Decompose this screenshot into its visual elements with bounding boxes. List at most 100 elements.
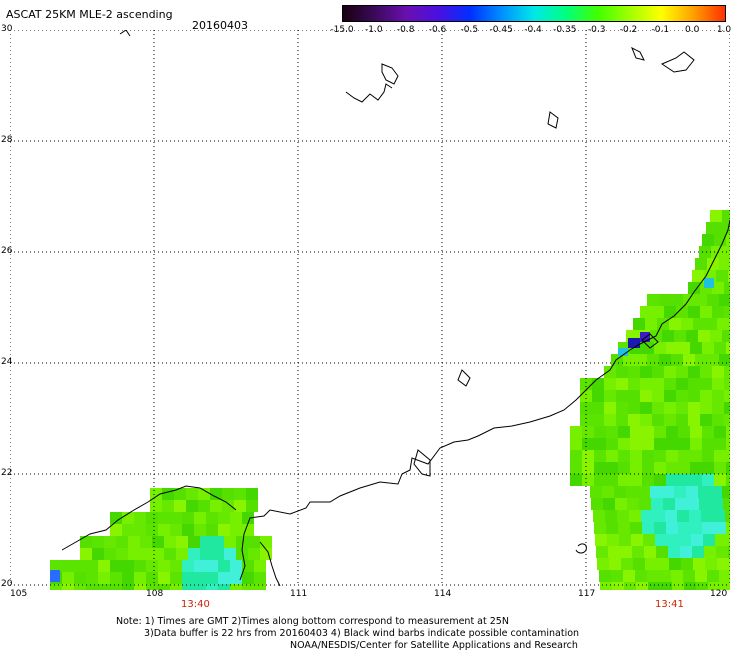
- swath-pixel: [728, 546, 730, 558]
- swath-pixel: [688, 390, 700, 402]
- swath-pixel: [700, 390, 712, 402]
- swath-pixel: [234, 500, 246, 512]
- swath-pixel: [630, 450, 642, 462]
- swath-pixel: [80, 536, 92, 548]
- swath-pixel: [724, 402, 730, 414]
- swath-pixel: [724, 282, 730, 294]
- swath-pixel: [162, 500, 174, 512]
- swath-pixel: [644, 546, 656, 558]
- swath-pixel: [640, 366, 652, 378]
- map-date: 20160403: [192, 19, 248, 32]
- swath-pixel: [702, 234, 714, 246]
- swath-pixel: [676, 378, 688, 390]
- swath-pixel: [664, 306, 676, 318]
- swath-pixel: [647, 294, 659, 306]
- swath-pixel: [134, 572, 146, 584]
- swath-pixel: [669, 558, 681, 570]
- colorbar-label: -0.45: [489, 25, 513, 35]
- swath-pixel: [92, 548, 104, 560]
- swath-pixel: [628, 366, 640, 378]
- swath-pixel: [611, 570, 623, 582]
- island-5: [631, 46, 645, 61]
- swath-pixel: [672, 582, 684, 590]
- swath-pixel: [700, 366, 712, 378]
- swath-pixel: [246, 488, 258, 500]
- mainland-coastline: [239, 219, 730, 581]
- swath-pixel: [110, 584, 122, 590]
- swath-pixel: [122, 524, 134, 536]
- swath-pixel: [712, 402, 724, 414]
- swath-pixel: [640, 378, 652, 390]
- swath-pixel: [210, 488, 222, 500]
- swath-pixel: [182, 572, 194, 584]
- swath-pixel: [218, 584, 230, 590]
- swath-pixel: [74, 584, 86, 590]
- swath-pixel: [164, 548, 176, 560]
- swath-pixel: [194, 572, 206, 584]
- swath-pixel: [606, 522, 618, 534]
- lat-label: 28: [1, 135, 13, 145]
- swath-pixel: [652, 366, 664, 378]
- swath-pixel: [688, 402, 700, 414]
- swath-pixel: [146, 524, 158, 536]
- swath-pixel: [701, 510, 713, 522]
- swath-pixel: [230, 584, 242, 590]
- swath-pixel: [592, 414, 604, 426]
- peninsula-outline: [259, 541, 281, 587]
- swath-pixel: [651, 498, 663, 510]
- swath-pixel: [716, 546, 728, 558]
- swath-pixel: [570, 426, 582, 438]
- swath-pixel: [659, 294, 671, 306]
- swath-pixel: [691, 534, 703, 546]
- swath-pixel: [612, 582, 624, 590]
- swath-pixel: [678, 342, 690, 354]
- swath-pixel: [212, 536, 224, 548]
- swath-pixel: [606, 426, 618, 438]
- swath-pixel: [666, 342, 678, 354]
- swath-pixel: [640, 402, 652, 414]
- swath-pixel: [648, 582, 660, 590]
- swath-pixel: [158, 512, 170, 524]
- swath-pixel: [662, 330, 674, 342]
- swath-pixel: [692, 270, 704, 282]
- swath-pixel: [614, 486, 626, 498]
- colorbar-label: 1.0: [716, 25, 732, 35]
- island-7: [413, 449, 431, 477]
- swath-pixel: [698, 486, 710, 498]
- swath-pixel: [146, 572, 158, 584]
- swath-pixel: [687, 498, 699, 510]
- swath-pixel: [606, 450, 618, 462]
- swath-pixel: [633, 558, 645, 570]
- swath-pixel: [594, 474, 606, 486]
- swath-pixel: [582, 450, 594, 462]
- swath-pixel: [628, 402, 640, 414]
- swath-pixel: [164, 536, 176, 548]
- swath-pixel: [158, 560, 170, 572]
- swath-pixel: [704, 278, 714, 288]
- colorbar-label: -0.6: [428, 25, 447, 35]
- swath-pixel: [717, 558, 729, 570]
- swath-pixel: [664, 390, 676, 402]
- swath-pixel: [654, 522, 666, 534]
- swath-pixel: [676, 366, 688, 378]
- swath-pixel: [666, 474, 678, 486]
- swath-pixel: [62, 572, 74, 584]
- swath-pixel: [62, 584, 74, 590]
- swath-pixel: [605, 510, 617, 522]
- swath-pixel: [246, 500, 258, 512]
- swath-pixel: [218, 572, 230, 584]
- swath-pixel: [606, 462, 618, 474]
- swath-pixel: [98, 572, 110, 584]
- swath-pixel: [671, 354, 683, 366]
- swath-pixel: [690, 342, 702, 354]
- swath-pixel: [146, 584, 158, 590]
- swath-pixel: [623, 570, 635, 582]
- swath-pixel: [604, 366, 616, 378]
- swath-pixel: [592, 378, 604, 390]
- swath-pixel: [206, 572, 218, 584]
- swath-pixel: [681, 558, 693, 570]
- swath-pixel: [703, 534, 715, 546]
- swath-pixel: [198, 488, 210, 500]
- swath-pixel: [580, 402, 592, 414]
- swath-pixel: [224, 536, 236, 548]
